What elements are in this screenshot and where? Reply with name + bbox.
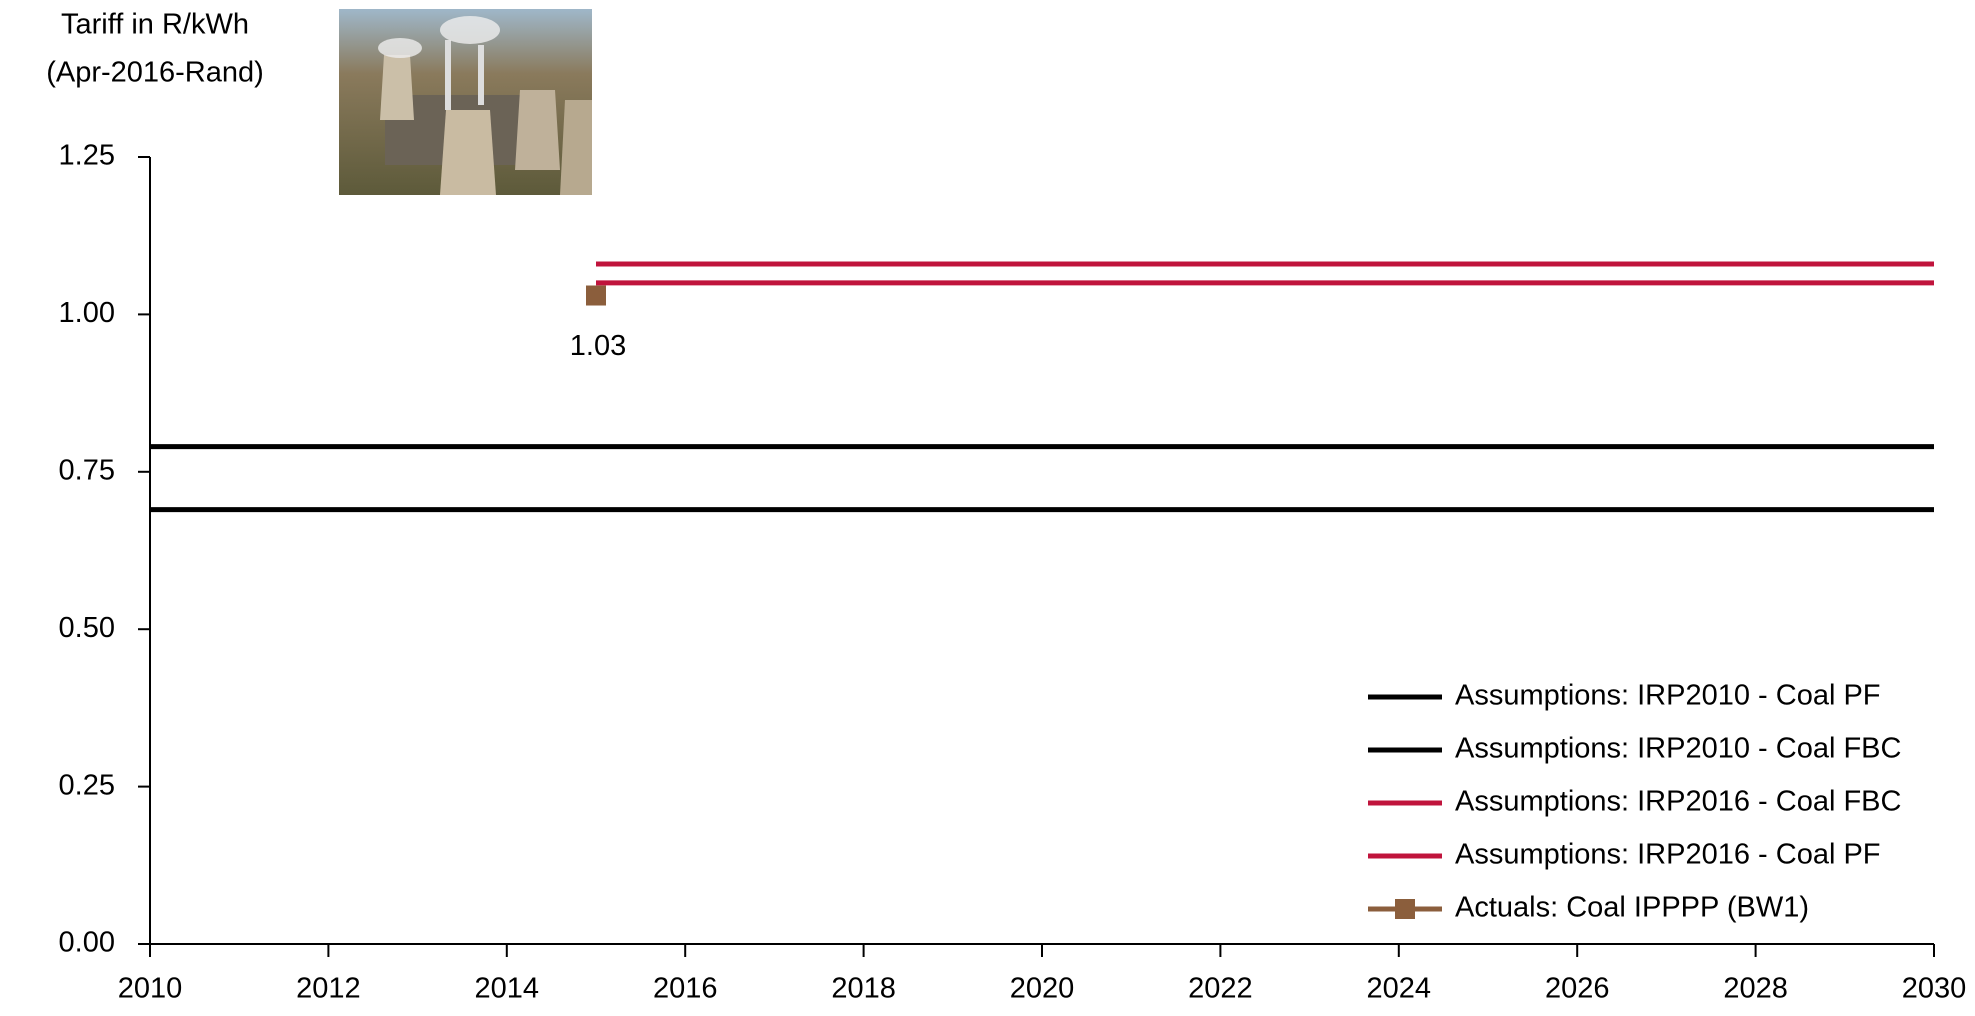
y-axis-label: (Apr-2016-Rand): [46, 57, 264, 89]
x-tick-label: 2018: [831, 973, 896, 1005]
y-axis-label: Tariff in R/kWh: [61, 9, 249, 41]
x-tick-label: 2030: [1902, 973, 1967, 1005]
data-point: [586, 285, 606, 306]
x-tick-label: 2024: [1367, 973, 1432, 1005]
x-tick-label: 2020: [1010, 973, 1075, 1005]
x-tick-label: 2010: [118, 973, 183, 1005]
legend-marker: [1395, 899, 1415, 919]
x-tick-label: 2026: [1545, 973, 1610, 1005]
legend-label: Assumptions: IRP2010 - Coal PF: [1455, 680, 1881, 712]
y-tick-label: 1.00: [59, 297, 115, 329]
y-tick-label: 0.00: [59, 927, 115, 959]
legend-label: Assumptions: IRP2016 - Coal FBC: [1455, 786, 1901, 818]
x-tick-label: 2012: [296, 973, 361, 1005]
legend-label: Actuals: Coal IPPPP (BW1): [1455, 892, 1809, 924]
y-tick-label: 0.75: [59, 454, 115, 486]
x-tick-label: 2016: [653, 973, 718, 1005]
y-tick-label: 0.25: [59, 769, 115, 801]
y-tick-label: 1.25: [59, 140, 115, 172]
power-plant-photo: [339, 9, 592, 195]
x-tick-label: 2014: [475, 973, 540, 1005]
data-label: 1.03: [570, 330, 626, 362]
y-tick-label: 0.50: [59, 612, 115, 644]
x-tick-label: 2028: [1723, 973, 1788, 1005]
legend-label: Assumptions: IRP2010 - Coal FBC: [1455, 733, 1901, 765]
x-tick-label: 2022: [1188, 973, 1253, 1005]
legend-label: Assumptions: IRP2016 - Coal PF: [1455, 839, 1881, 871]
